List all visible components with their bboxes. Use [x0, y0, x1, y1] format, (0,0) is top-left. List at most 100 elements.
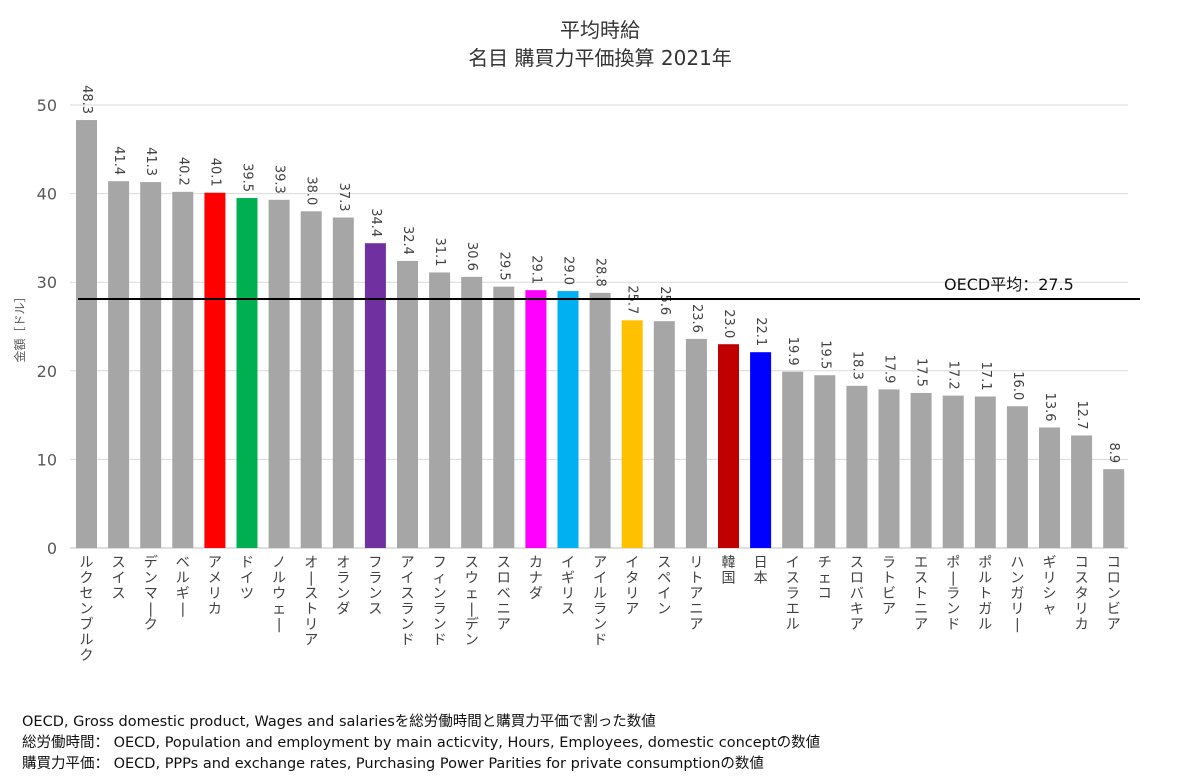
bar: [236, 198, 258, 548]
bar: [172, 191, 194, 548]
x-tick-label: スウェ|デン: [465, 555, 479, 649]
bar: [76, 120, 97, 548]
bar: [1006, 406, 1028, 548]
y-axis-label: 金額［ドル］: [12, 290, 27, 362]
x-tick-label: イタリア: [625, 555, 639, 618]
bar: [974, 396, 996, 548]
x-tick-label: ハンガリ|: [1010, 555, 1024, 633]
data-label: 32.4: [400, 226, 415, 255]
x-tick-label: イギリス: [561, 555, 575, 618]
data-label: 18.3: [849, 351, 864, 380]
data-label: 34.4: [368, 208, 383, 237]
source-note: 購買力平価： OECD, PPPs and exchange rates, Pu…: [22, 756, 764, 772]
data-label: 17.9: [882, 354, 897, 383]
bar: [140, 182, 162, 548]
data-label: 17.2: [946, 361, 961, 390]
data-label: 30.6: [464, 242, 479, 271]
y-tick-label: 40: [37, 185, 57, 204]
chart-subtitle: 名目 購買力平価換算 2021年: [468, 46, 732, 70]
bar: [718, 344, 739, 548]
data-label: 29.0: [561, 256, 576, 285]
bar: [1039, 427, 1060, 548]
bar: [910, 392, 932, 548]
bar: [268, 199, 290, 548]
data-label: 31.1: [432, 238, 447, 267]
data-label: 40.1: [207, 158, 222, 187]
data-label: 13.6: [1042, 393, 1057, 422]
data-label: 19.5: [817, 340, 832, 369]
x-tick-label: イスラエル: [786, 555, 800, 633]
data-label: 41.3: [143, 147, 158, 176]
x-tick-label: デンマ|ク: [144, 554, 158, 633]
bar: [108, 181, 130, 549]
bar: [525, 290, 547, 548]
y-tick-label: 10: [37, 450, 57, 469]
data-label: 12.7: [1074, 401, 1089, 430]
bar: [942, 395, 964, 548]
data-label: 37.3: [336, 183, 351, 212]
bar: [685, 338, 707, 548]
y-tick-label: 30: [37, 273, 57, 292]
x-tick-label: エストニア: [914, 555, 928, 633]
bar: [878, 389, 900, 548]
bar: [750, 352, 772, 548]
data-label: 38.0: [304, 176, 319, 205]
y-tick-label: 50: [37, 96, 57, 115]
data-label: 39.3: [272, 165, 287, 194]
x-tick-label: スロバキア: [850, 555, 864, 633]
bar: [814, 375, 836, 548]
x-tick-label: ラトビア: [882, 555, 896, 618]
data-label: 25.6: [657, 286, 672, 315]
x-tick-label: カナダ: [529, 555, 543, 602]
x-tick-label: アメリカ: [208, 555, 222, 618]
y-tick-label: 20: [37, 362, 57, 381]
source-notes: OECD, Gross domestic product, Wages and …: [22, 712, 820, 775]
source-note: 総労働時間： OECD, Population and employment b…: [22, 735, 821, 751]
bar: [300, 211, 322, 548]
x-tick-label: アイルランド: [593, 555, 607, 649]
bar: [397, 260, 418, 548]
x-tick-label: ノルウェ|: [272, 555, 286, 633]
data-label: 22.1: [753, 317, 768, 346]
x-tick-label: ポ|ランド: [946, 555, 960, 633]
bar: [589, 292, 611, 548]
oecd-average-label: OECD平均：27.5: [944, 275, 1074, 294]
bar: [429, 272, 451, 548]
x-tick-label: チェコ: [818, 555, 832, 602]
data-label: 39.5: [240, 163, 255, 192]
data-label: 41.4: [111, 146, 126, 175]
x-tick-label: リトアニア: [689, 555, 703, 633]
x-tick-label: ルクセンブルク: [80, 555, 94, 664]
bar: [1103, 469, 1125, 548]
x-tick-label: 韓国: [722, 555, 736, 587]
x-tick-label: コスタリカ: [1075, 555, 1089, 633]
data-label: 28.8: [593, 258, 608, 287]
data-label: 17.5: [914, 358, 929, 387]
bar: [364, 243, 386, 548]
y-tick-label: 0: [47, 539, 57, 558]
bar: [557, 291, 579, 548]
x-tick-label: オランダ: [336, 555, 350, 618]
bar: [846, 385, 868, 548]
x-tick-label: オ|ストリア: [304, 555, 318, 649]
x-tick-label: スロベニア: [497, 555, 511, 633]
data-label: 40.2: [175, 157, 190, 186]
bar: [621, 320, 643, 548]
x-tick-label: スイス: [112, 555, 126, 602]
data-label: 29.5: [496, 252, 511, 281]
source-note: OECD, Gross domestic product, Wages and …: [22, 714, 656, 730]
x-tick-label: ベルギ|: [176, 555, 190, 618]
bar: [493, 286, 515, 548]
data-label: 29.1: [528, 255, 543, 284]
data-label: 23.0: [721, 309, 736, 338]
data-label: 48.3: [79, 85, 94, 114]
data-label: 19.9: [785, 337, 800, 366]
data-label: 23.6: [689, 304, 704, 333]
x-tick-label: フィンランド: [433, 555, 447, 649]
bar: [1071, 435, 1093, 548]
x-tick-label: ポルトガル: [978, 555, 992, 633]
bar: [782, 371, 804, 548]
x-tick-label: ギリシャ: [1043, 555, 1057, 618]
x-tick-label: ドイツ: [240, 555, 254, 602]
